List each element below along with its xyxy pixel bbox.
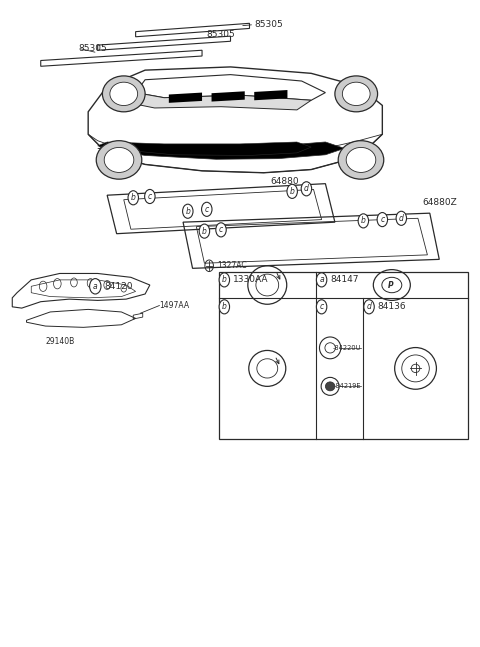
Ellipse shape: [346, 148, 376, 173]
Text: a: a: [319, 276, 324, 285]
Text: c: c: [320, 302, 324, 311]
Circle shape: [90, 279, 101, 294]
Text: -84219E: -84219E: [334, 384, 361, 389]
Text: b: b: [222, 302, 227, 311]
Text: c: c: [219, 225, 223, 234]
Circle shape: [219, 300, 229, 314]
Polygon shape: [97, 142, 311, 155]
Circle shape: [202, 203, 212, 216]
Circle shape: [219, 273, 229, 287]
Ellipse shape: [104, 148, 134, 173]
Text: P: P: [387, 281, 393, 289]
Text: d: d: [304, 184, 309, 193]
Polygon shape: [254, 90, 288, 100]
Text: c: c: [380, 215, 384, 224]
Text: a: a: [93, 282, 97, 291]
Text: 84136: 84136: [378, 302, 406, 311]
Circle shape: [301, 182, 312, 196]
Text: b: b: [222, 276, 227, 285]
Text: c: c: [204, 205, 209, 214]
Circle shape: [396, 212, 407, 225]
Text: b: b: [185, 207, 190, 215]
Polygon shape: [136, 74, 325, 100]
Text: 85305: 85305: [207, 30, 236, 39]
Circle shape: [199, 224, 210, 238]
Text: 1497AA: 1497AA: [159, 301, 190, 310]
Text: 85305: 85305: [254, 20, 283, 29]
Text: b: b: [361, 216, 366, 225]
Ellipse shape: [338, 140, 384, 179]
Text: b: b: [202, 226, 207, 236]
Polygon shape: [169, 93, 202, 103]
Polygon shape: [126, 93, 311, 110]
Ellipse shape: [102, 76, 145, 112]
Text: 64880Z: 64880Z: [423, 198, 457, 207]
Text: 85305: 85305: [79, 44, 108, 53]
Text: 84120: 84120: [105, 282, 133, 291]
Circle shape: [316, 273, 327, 287]
Polygon shape: [88, 67, 383, 173]
Text: -84220U: -84220U: [333, 345, 361, 351]
Circle shape: [144, 190, 155, 204]
Circle shape: [364, 300, 374, 314]
Ellipse shape: [335, 76, 378, 112]
Ellipse shape: [96, 140, 142, 179]
Ellipse shape: [342, 82, 370, 105]
Circle shape: [358, 214, 369, 228]
Polygon shape: [97, 142, 344, 159]
Circle shape: [216, 223, 226, 237]
Ellipse shape: [110, 82, 138, 105]
Text: 84147: 84147: [330, 276, 359, 285]
Circle shape: [182, 204, 193, 218]
Text: c: c: [148, 192, 152, 201]
Text: 64880: 64880: [271, 177, 300, 186]
Text: b: b: [131, 193, 136, 203]
Circle shape: [128, 191, 138, 205]
Circle shape: [287, 184, 298, 199]
Polygon shape: [212, 91, 245, 102]
Text: b: b: [290, 187, 295, 196]
Circle shape: [377, 212, 387, 226]
Circle shape: [316, 300, 327, 314]
Text: 1330AA: 1330AA: [233, 276, 268, 285]
Text: 1327AC: 1327AC: [217, 261, 247, 270]
Ellipse shape: [325, 382, 335, 391]
Bar: [219, 272, 468, 439]
Text: d: d: [367, 302, 372, 311]
Text: 29140B: 29140B: [45, 337, 74, 346]
Text: d: d: [399, 214, 404, 223]
